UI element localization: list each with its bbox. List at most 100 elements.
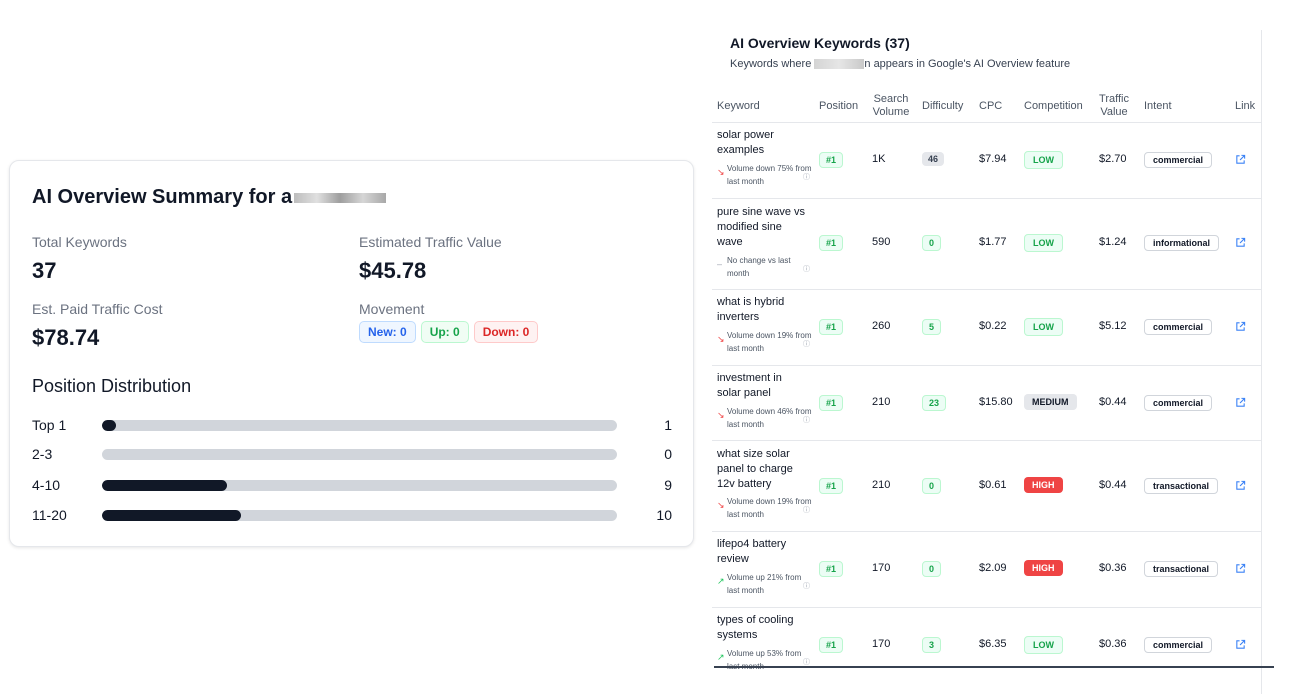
competition-badge: LOW	[1024, 636, 1063, 654]
external-link-icon[interactable]	[1235, 397, 1246, 408]
search-volume: 170	[872, 638, 891, 650]
intent-badge: commercial	[1144, 395, 1213, 411]
distribution-bar-track	[102, 420, 617, 431]
table-row[interactable]: lifepo4 battery review ↗ Volume up 21% f…	[712, 532, 1261, 608]
distribution-row: 4-10 9	[32, 475, 672, 495]
distribution-label: Top 1	[32, 417, 67, 433]
keyword-text: types of cooling systems	[717, 614, 794, 641]
intent-badge: informational	[1144, 235, 1220, 251]
header-position[interactable]: Position	[819, 100, 859, 112]
external-link-icon[interactable]	[1235, 480, 1246, 491]
trend-text: Volume down 75% from last month	[727, 164, 812, 186]
trend-down-icon: ↘	[717, 334, 725, 344]
competition-badge: HIGH	[1024, 477, 1063, 493]
info-icon[interactable]: ⓘ	[803, 417, 810, 424]
ai-overview-keywords-panel: AI Overview Keywords (37) Keywords where…	[712, 30, 1262, 694]
external-link-icon[interactable]	[1235, 237, 1246, 248]
total-keywords-value: 37	[32, 258, 57, 283]
redacted-domain	[294, 192, 387, 203]
competition-badge: MEDIUM	[1024, 394, 1077, 410]
external-link-icon[interactable]	[1235, 321, 1246, 332]
difficulty-badge: 5	[922, 319, 942, 335]
table-row[interactable]: investment in solar panel ↘ Volume down …	[712, 366, 1261, 441]
trend-up-icon: ↗	[717, 652, 725, 662]
keyword-text: lifepo4 battery review	[717, 538, 787, 565]
info-icon[interactable]: ⓘ	[803, 583, 810, 590]
volume-trend: – No change vs last month ⓘ	[717, 254, 812, 280]
competition-badge: LOW	[1024, 234, 1063, 252]
distribution-bar-fill	[102, 420, 116, 431]
external-link-icon[interactable]	[1235, 563, 1246, 574]
table-row[interactable]: what is hybrid inverters ↘ Volume down 1…	[712, 290, 1261, 366]
info-icon[interactable]: ⓘ	[803, 174, 810, 181]
search-volume: 1K	[872, 153, 886, 165]
header-traffic-value[interactable]: Traffic Value	[1099, 93, 1129, 118]
difficulty-badge: 23	[922, 395, 947, 411]
table-row[interactable]: types of cooling systems ↗ Volume up 53%…	[712, 608, 1261, 694]
external-link-icon[interactable]	[1235, 639, 1246, 650]
info-icon[interactable]: ⓘ	[803, 659, 810, 666]
header-keyword[interactable]: Keyword	[717, 100, 760, 112]
keyword-text: investment in solar panel	[717, 372, 782, 399]
info-icon[interactable]: ⓘ	[803, 507, 810, 514]
table-row[interactable]: pure sine wave vs modified sine wave – N…	[712, 199, 1261, 290]
distribution-label: 4-10	[32, 477, 61, 493]
position-badge: #1	[819, 235, 844, 251]
trend-flat-icon: –	[717, 259, 723, 269]
external-link-icon[interactable]	[1235, 154, 1246, 165]
search-volume: 260	[872, 320, 891, 332]
distribution-count: 1	[664, 417, 672, 433]
keywords-panel-title: AI Overview Keywords (37)	[730, 35, 910, 51]
position-badge: #1	[819, 152, 844, 168]
difficulty-badge: 3	[922, 637, 942, 653]
distribution-bar-fill	[102, 510, 242, 521]
trend-up-icon: ↗	[717, 576, 725, 586]
subtitle-before: Keywords where	[730, 58, 812, 70]
table-header: Keyword Position Search Volume Difficult…	[712, 90, 1261, 123]
difficulty-badge: 0	[922, 235, 942, 251]
header-competition[interactable]: Competition	[1024, 100, 1083, 112]
movement-down-badge: Down: 0	[473, 321, 539, 343]
subtitle-after: n appears in Google's AI Overview featur…	[864, 58, 1071, 70]
trend-text: Volume down 19% from last month	[727, 331, 812, 353]
trend-down-icon: ↘	[717, 167, 725, 177]
trend-down-icon: ↘	[717, 500, 725, 510]
volume-trend: ↗ Volume up 53% from last month ⓘ	[717, 647, 812, 673]
position-badge: #1	[819, 395, 844, 411]
intent-badge: commercial	[1144, 152, 1213, 168]
header-link: Link	[1235, 100, 1256, 112]
movement-up-badge: Up: 0	[420, 321, 469, 343]
traffic-value: $45.78	[359, 258, 427, 283]
info-icon[interactable]: ⓘ	[803, 266, 810, 273]
total-keywords-label: Total Keywords	[32, 234, 127, 250]
distribution-row: 11-20 10	[32, 505, 672, 525]
volume-trend: ↗ Volume up 21% from last month ⓘ	[717, 571, 812, 597]
header-cpc[interactable]: CPC	[979, 100, 1003, 112]
trend-text: Volume up 53% from last month	[727, 649, 802, 671]
distribution-count: 9	[664, 477, 672, 493]
volume-trend: ↘ Volume down 19% from last month ⓘ	[717, 495, 812, 521]
info-icon[interactable]: ⓘ	[803, 341, 810, 348]
volume-trend: ↘ Volume down 75% from last month ⓘ	[717, 162, 812, 188]
cpc-value: $6.35	[979, 638, 1007, 650]
table-row[interactable]: solar power examples ↘ Volume down 75% f…	[712, 123, 1261, 199]
keywords-panel-subtitle: Keywords where n appears in Google's AI …	[730, 58, 1070, 70]
difficulty-badge: 46	[922, 152, 945, 166]
cpc-value: $15.80	[979, 396, 1013, 408]
distribution-bar-fill	[102, 480, 228, 491]
keyword-text: solar power examples	[717, 129, 774, 156]
header-intent[interactable]: Intent	[1144, 100, 1172, 112]
position-badge: #1	[819, 478, 844, 494]
search-volume: 210	[872, 479, 891, 491]
summary-title-text: AI Overview Summary for a	[32, 186, 293, 208]
table-row[interactable]: what size solar panel to charge 12v batt…	[712, 441, 1261, 532]
paid-cost-value: $78.74	[32, 325, 100, 350]
header-difficulty[interactable]: Difficulty	[922, 100, 964, 112]
cpc-value: $7.94	[979, 153, 1007, 165]
redacted-domain	[814, 59, 865, 70]
movement-new-badge: New: 0	[359, 321, 416, 343]
traffic-value: $5.12	[1099, 320, 1127, 332]
cpc-value: $1.77	[979, 236, 1007, 248]
header-search-volume[interactable]: Search Volume	[872, 93, 910, 118]
search-volume: 170	[872, 562, 891, 574]
